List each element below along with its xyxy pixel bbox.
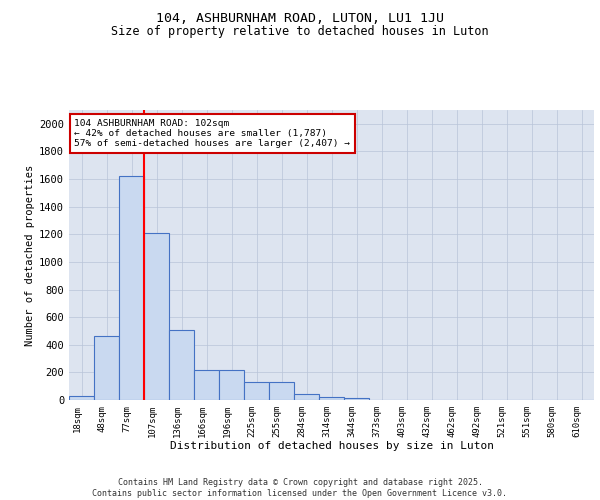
Text: 104 ASHBURNHAM ROAD: 102sqm
← 42% of detached houses are smaller (1,787)
57% of : 104 ASHBURNHAM ROAD: 102sqm ← 42% of det…	[74, 118, 350, 148]
Bar	[94, 336, 119, 400]
Bar	[69, 396, 94, 400]
Bar	[219, 370, 244, 400]
Bar	[294, 394, 319, 400]
Text: Contains HM Land Registry data © Crown copyright and database right 2025.
Contai: Contains HM Land Registry data © Crown c…	[92, 478, 508, 498]
Bar	[269, 382, 294, 400]
Y-axis label: Number of detached properties: Number of detached properties	[25, 164, 35, 346]
Bar	[144, 233, 169, 400]
Text: Size of property relative to detached houses in Luton: Size of property relative to detached ho…	[111, 25, 489, 38]
Bar	[344, 398, 369, 400]
Bar	[119, 176, 144, 400]
Bar	[169, 330, 194, 400]
Bar	[194, 370, 219, 400]
X-axis label: Distribution of detached houses by size in Luton: Distribution of detached houses by size …	[170, 442, 493, 452]
Text: 104, ASHBURNHAM ROAD, LUTON, LU1 1JU: 104, ASHBURNHAM ROAD, LUTON, LU1 1JU	[156, 12, 444, 26]
Bar	[244, 382, 269, 400]
Bar	[319, 396, 344, 400]
